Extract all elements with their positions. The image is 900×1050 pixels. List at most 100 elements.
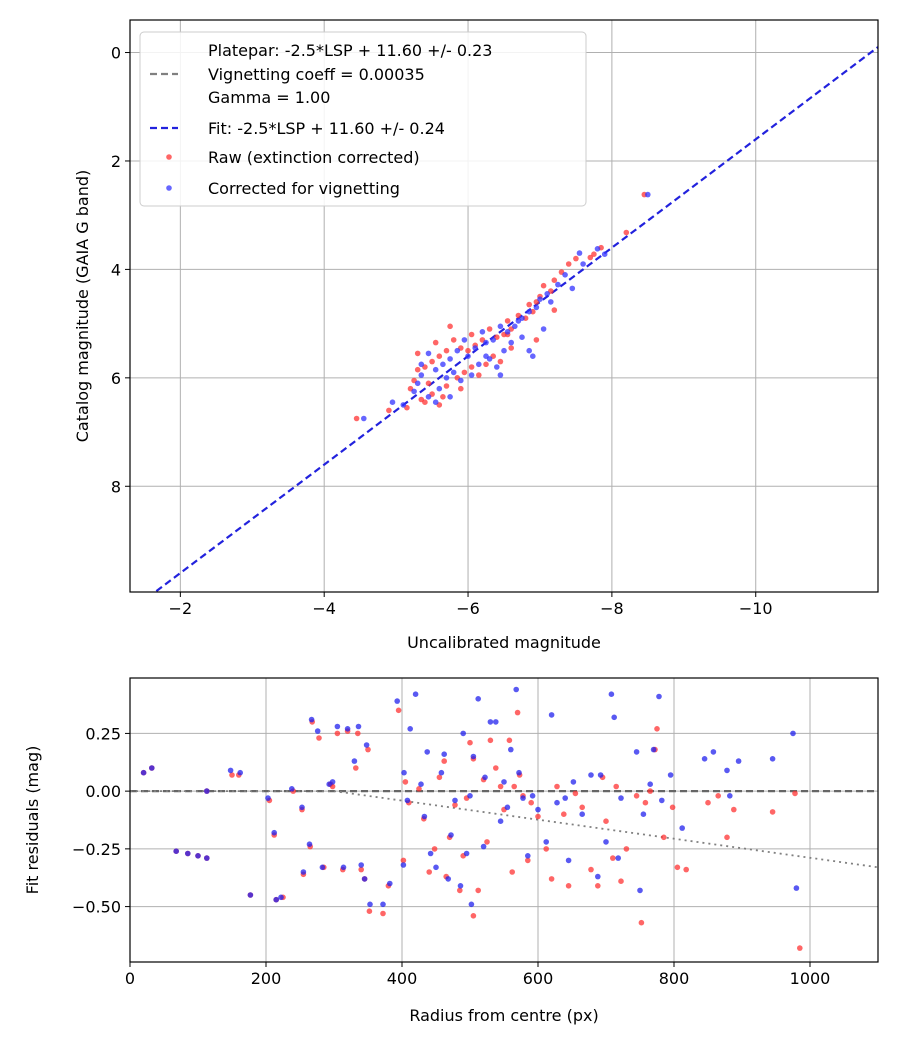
- data-point: [727, 793, 733, 799]
- legend-label: Fit: -2.5*LSP + 11.60 +/- 0.24: [208, 119, 445, 138]
- data-point: [468, 364, 475, 370]
- x-tick-label: −10: [739, 599, 773, 618]
- data-point: [497, 323, 504, 330]
- data-point: [452, 802, 458, 808]
- data-point: [615, 855, 621, 861]
- data-point: [493, 719, 499, 725]
- plot-frame: [129, 677, 879, 963]
- data-point: [367, 901, 373, 908]
- data-point: [565, 857, 572, 864]
- data-point: [618, 795, 624, 801]
- data-point: [334, 730, 341, 737]
- data-point: [565, 883, 572, 889]
- data-point: [452, 797, 458, 804]
- data-point: [514, 709, 521, 716]
- data-point: [429, 358, 435, 365]
- data-point: [472, 345, 479, 351]
- series-0: [140, 707, 803, 951]
- data-point: [512, 323, 518, 330]
- data-point: [735, 758, 742, 764]
- data-point: [204, 855, 210, 861]
- data-point: [425, 380, 432, 387]
- data-point: [443, 383, 450, 389]
- data-point: [540, 326, 547, 332]
- data-point: [407, 726, 414, 732]
- x-tick-label: −6: [456, 599, 480, 618]
- data-point: [380, 910, 386, 917]
- data-point: [579, 811, 585, 817]
- data-point: [525, 853, 531, 859]
- y-tick-label: −0.50: [72, 898, 121, 917]
- data-point: [674, 864, 681, 871]
- data-point: [400, 857, 407, 864]
- data-point: [508, 345, 514, 351]
- data-point: [366, 908, 373, 914]
- data-point: [465, 353, 471, 360]
- data-point: [454, 347, 461, 354]
- x-tick-label: 600: [523, 969, 554, 988]
- data-point: [460, 730, 467, 737]
- data-point: [416, 786, 422, 792]
- data-point: [537, 296, 543, 303]
- data-point: [565, 261, 572, 267]
- data-point: [426, 869, 433, 875]
- data-point: [458, 385, 464, 392]
- data-point: [436, 774, 443, 781]
- data-point: [470, 913, 477, 919]
- data-point: [425, 350, 432, 357]
- data-point: [611, 714, 617, 721]
- data-point: [494, 364, 500, 370]
- data-point: [461, 369, 468, 376]
- data-point: [468, 901, 475, 908]
- data-point: [551, 277, 558, 284]
- data-point: [361, 415, 367, 422]
- x-tick-label: −4: [312, 599, 336, 618]
- data-point: [535, 813, 541, 820]
- data-point: [654, 726, 660, 732]
- data-point: [195, 853, 201, 859]
- data-point: [418, 361, 425, 368]
- data-point: [483, 339, 489, 346]
- data-point: [591, 251, 597, 257]
- data-point: [548, 299, 554, 305]
- data-point: [173, 848, 179, 854]
- data-point: [289, 786, 295, 792]
- data-point: [497, 783, 504, 790]
- data-point: [480, 843, 487, 850]
- data-point: [548, 876, 555, 882]
- data-point: [597, 772, 604, 778]
- data-point: [715, 793, 721, 799]
- data-point: [508, 339, 514, 346]
- data-point: [588, 772, 594, 778]
- data-point: [476, 361, 482, 368]
- data-point: [389, 399, 396, 406]
- data-point: [475, 887, 482, 894]
- data-point: [576, 250, 583, 256]
- data-point: [448, 832, 454, 838]
- data-point: [400, 862, 407, 868]
- data-point: [432, 339, 439, 346]
- x-tick-label: 1000: [790, 969, 831, 988]
- data-point: [355, 723, 362, 730]
- legend: Platepar: -2.5*LSP + 11.60 +/- 0.23 Vigne…: [139, 31, 587, 207]
- data-point: [314, 728, 321, 734]
- data-point: [731, 806, 737, 813]
- data-point: [353, 415, 360, 422]
- data-point: [351, 758, 358, 764]
- data-point: [504, 804, 511, 811]
- data-point: [457, 883, 464, 889]
- data-point: [790, 730, 796, 737]
- data-point: [683, 866, 689, 873]
- grid: [129, 678, 878, 962]
- data-point: [412, 691, 419, 697]
- data-point: [562, 272, 568, 278]
- data-point: [554, 783, 560, 790]
- data-point: [769, 809, 776, 815]
- data-point: [438, 769, 445, 776]
- data-point: [237, 769, 243, 776]
- data-point: [308, 716, 315, 723]
- data-point: [436, 353, 443, 360]
- data-point: [535, 806, 541, 813]
- data-point: [433, 864, 439, 871]
- data-point: [645, 191, 651, 198]
